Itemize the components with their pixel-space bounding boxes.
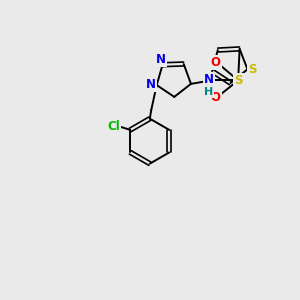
Text: O: O bbox=[211, 91, 220, 104]
Text: N: N bbox=[204, 73, 214, 86]
Text: S: S bbox=[234, 74, 242, 87]
Text: O: O bbox=[211, 56, 220, 69]
Text: Cl: Cl bbox=[107, 120, 120, 134]
Text: N: N bbox=[146, 78, 156, 91]
Text: H: H bbox=[204, 87, 213, 97]
Text: N: N bbox=[156, 53, 166, 66]
Text: S: S bbox=[248, 63, 257, 76]
